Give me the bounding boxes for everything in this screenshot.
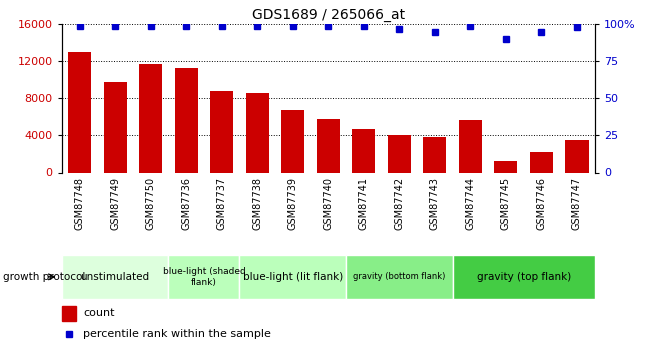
- Text: GSM87738: GSM87738: [252, 177, 262, 229]
- Text: percentile rank within the sample: percentile rank within the sample: [83, 329, 271, 339]
- Text: GSM87749: GSM87749: [110, 177, 120, 229]
- Text: GSM87739: GSM87739: [288, 177, 298, 229]
- Text: GSM87743: GSM87743: [430, 177, 440, 229]
- Bar: [103, 82, 127, 172]
- Bar: [495, 161, 517, 172]
- Text: growth protocol: growth protocol: [3, 272, 86, 282]
- Text: gravity (bottom flank): gravity (bottom flank): [353, 272, 445, 282]
- Text: count: count: [83, 308, 114, 318]
- Text: GSM87747: GSM87747: [572, 177, 582, 230]
- Text: GSM87736: GSM87736: [181, 177, 191, 229]
- Bar: [175, 68, 198, 172]
- Text: GSM87744: GSM87744: [465, 177, 475, 229]
- Bar: [139, 64, 162, 172]
- Text: GSM87742: GSM87742: [395, 177, 404, 230]
- FancyBboxPatch shape: [239, 255, 346, 299]
- FancyBboxPatch shape: [346, 255, 452, 299]
- Bar: [317, 119, 340, 172]
- Title: GDS1689 / 265066_at: GDS1689 / 265066_at: [252, 8, 405, 22]
- Text: blue-light (shaded
flank): blue-light (shaded flank): [162, 267, 245, 287]
- FancyBboxPatch shape: [62, 255, 168, 299]
- Bar: [210, 91, 233, 172]
- Bar: [388, 135, 411, 172]
- Text: GSM87745: GSM87745: [501, 177, 511, 230]
- FancyBboxPatch shape: [168, 255, 239, 299]
- Bar: [566, 140, 588, 172]
- Text: GSM87741: GSM87741: [359, 177, 369, 229]
- Bar: [423, 137, 447, 172]
- Text: GSM87746: GSM87746: [536, 177, 547, 229]
- Bar: [62, 306, 77, 321]
- Bar: [281, 110, 304, 172]
- Text: GSM87750: GSM87750: [146, 177, 155, 230]
- Text: gravity (top flank): gravity (top flank): [476, 272, 571, 282]
- Text: unstimulated: unstimulated: [81, 272, 150, 282]
- Text: GSM87740: GSM87740: [323, 177, 333, 229]
- Bar: [246, 93, 268, 172]
- Text: GSM87748: GSM87748: [75, 177, 84, 229]
- Text: blue-light (lit flank): blue-light (lit flank): [242, 272, 343, 282]
- Bar: [68, 52, 91, 172]
- Bar: [530, 152, 553, 172]
- Bar: [352, 129, 375, 172]
- FancyBboxPatch shape: [452, 255, 595, 299]
- Bar: [459, 120, 482, 172]
- Text: GSM87737: GSM87737: [216, 177, 227, 230]
